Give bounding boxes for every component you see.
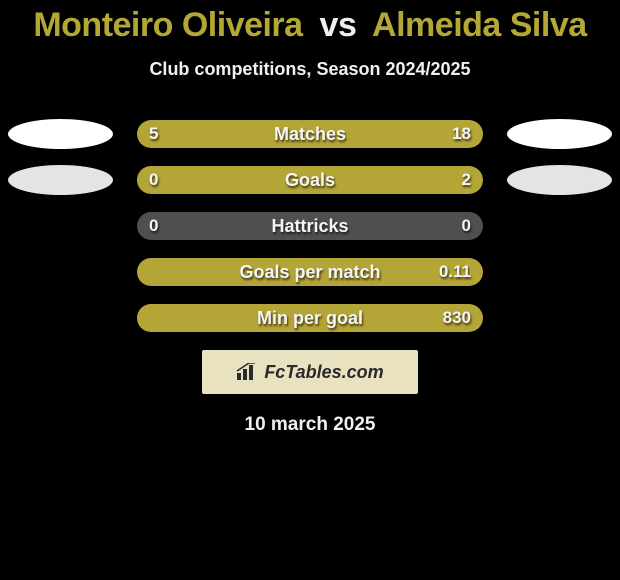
decor-oval-right (507, 165, 612, 195)
title-vs: vs (320, 6, 357, 44)
bar-track: Goals0 2 (137, 166, 483, 194)
stat-value-player1: 0 (149, 212, 158, 240)
stat-value-player1: 5 (149, 120, 158, 148)
bar-track: Matches5 18 (137, 120, 483, 148)
stat-row: Min per goal830 (0, 304, 620, 332)
brand-badge: FcTables.com (202, 350, 418, 394)
stat-label: Min per goal (137, 304, 483, 332)
bar-track: Goals per match0.11 (137, 258, 483, 286)
decor-oval-right (507, 119, 612, 149)
stat-row: Goals0 2 (0, 166, 620, 194)
stat-label: Hattricks (137, 212, 483, 240)
stat-value-player2: 0 (462, 212, 471, 240)
decor-oval-left (8, 119, 113, 149)
comparison-infographic: Monteiro Oliveira vs Almeida Silva Club … (0, 0, 620, 580)
date-text: 10 march 2025 (0, 414, 620, 436)
stat-row: Matches5 18 (0, 120, 620, 148)
stat-label: Matches (137, 120, 483, 148)
stat-label: Goals per match (137, 258, 483, 286)
stat-row: Goals per match0.11 (0, 258, 620, 286)
subtitle: Club competitions, Season 2024/2025 (0, 59, 620, 80)
stat-row: Hattricks0 0 (0, 212, 620, 240)
stat-value-player2: 0.11 (439, 258, 471, 286)
stat-value-player2: 2 (462, 166, 471, 194)
stat-value-player2: 830 (443, 304, 471, 332)
decor-oval-left (8, 165, 113, 195)
bar-track: Min per goal830 (137, 304, 483, 332)
bar-track: Hattricks0 0 (137, 212, 483, 240)
stat-value-player1: 0 (149, 166, 158, 194)
stat-label: Goals (137, 166, 483, 194)
title-player2: Almeida Silva (372, 6, 587, 44)
brand-text: FcTables.com (264, 362, 383, 383)
stats-container: Matches518Goals02Hattricks00Goals per ma… (0, 120, 620, 332)
page-title: Monteiro Oliveira vs Almeida Silva (0, 0, 620, 45)
bar-chart-icon (236, 363, 258, 381)
stat-value-player2: 18 (452, 120, 471, 148)
title-player1: Monteiro Oliveira (33, 6, 302, 44)
